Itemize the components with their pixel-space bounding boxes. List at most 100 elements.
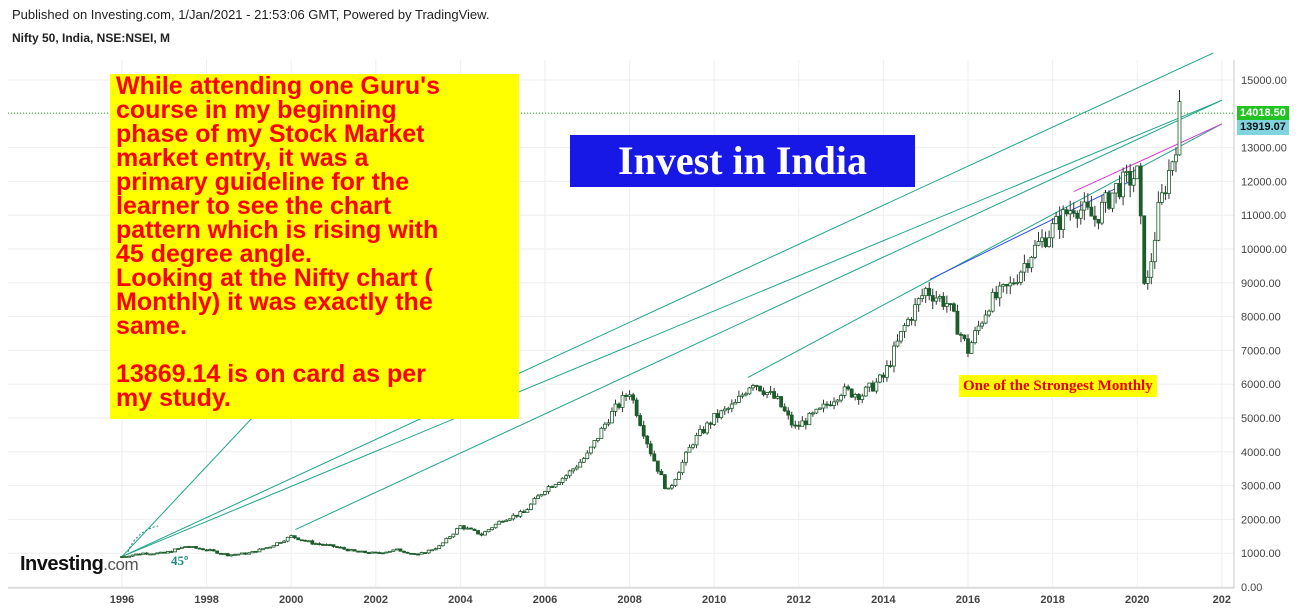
candle-body xyxy=(772,391,777,399)
candle-body xyxy=(285,536,290,542)
y-tick-label: 4000.00 xyxy=(1241,447,1281,459)
candle-body xyxy=(335,546,339,548)
last-price-tag: 14018.50 xyxy=(1237,106,1289,122)
candle-body xyxy=(338,546,343,549)
candle-body xyxy=(250,550,255,554)
candle-body xyxy=(952,303,956,312)
logo-main: Investing xyxy=(20,553,104,575)
candle-body xyxy=(120,556,124,558)
candle-body xyxy=(243,552,248,555)
candle-body xyxy=(1135,165,1140,180)
candle-body xyxy=(740,394,745,397)
trendline xyxy=(1073,123,1223,192)
candle-body xyxy=(870,382,875,392)
trendlines xyxy=(8,52,1234,558)
candle-body xyxy=(1033,244,1037,258)
candle-body xyxy=(1015,281,1020,284)
candle-body xyxy=(486,529,491,533)
candle-body xyxy=(433,548,438,551)
candle-body xyxy=(684,451,688,463)
candle-body xyxy=(299,539,304,542)
candle-body xyxy=(268,546,272,549)
candle-body xyxy=(444,537,449,544)
trendline xyxy=(121,52,1214,558)
candle-body xyxy=(966,338,970,354)
candle-body xyxy=(211,549,216,552)
candle-body xyxy=(835,399,840,403)
candle-body xyxy=(1174,154,1178,163)
candle-body xyxy=(1089,206,1094,217)
candle-body xyxy=(349,549,354,552)
angle-arc xyxy=(127,525,159,553)
candle-body xyxy=(236,553,241,556)
candle-body xyxy=(842,386,847,396)
candle-body xyxy=(1022,262,1027,273)
candle-body xyxy=(130,554,135,557)
x-tick-label: 2014 xyxy=(871,594,896,606)
candle-body xyxy=(363,550,368,553)
candle-body xyxy=(987,310,992,316)
candle-body xyxy=(194,546,198,549)
candle-body xyxy=(282,540,287,543)
candle-body xyxy=(839,395,843,401)
investing-logo: Investing.com xyxy=(20,553,139,576)
candle-body xyxy=(557,482,561,485)
y-tick-label: 10000.00 xyxy=(1241,244,1287,256)
candle-body xyxy=(959,333,963,336)
candle-body xyxy=(691,444,695,448)
candle-body xyxy=(768,391,773,393)
candle-body xyxy=(595,438,600,441)
candle-body xyxy=(201,548,205,551)
candle-body xyxy=(370,551,375,554)
candle-body xyxy=(458,525,463,530)
candle-body xyxy=(1103,192,1108,203)
x-tick-label: 2020 xyxy=(1125,594,1149,606)
candle-body xyxy=(430,549,435,552)
candle-body xyxy=(1061,209,1066,230)
candle-body xyxy=(892,345,896,367)
candle-body xyxy=(190,546,195,548)
candle-body xyxy=(1177,101,1182,156)
candle-body xyxy=(571,468,576,472)
y-tick-label: 0.00 xyxy=(1241,582,1262,594)
candle-body xyxy=(751,385,755,389)
candle-body xyxy=(793,424,798,427)
candle-body xyxy=(232,554,237,556)
x-tick-label: 2008 xyxy=(617,594,641,606)
candle-body xyxy=(1068,210,1073,215)
candle-body xyxy=(137,553,142,556)
candle-body xyxy=(440,542,445,547)
candle-body xyxy=(705,422,710,434)
candle-body xyxy=(423,552,428,554)
candle-body xyxy=(948,303,953,305)
candle-body xyxy=(476,530,480,535)
candle-body xyxy=(634,399,639,416)
candle-body xyxy=(398,548,403,552)
candle-body xyxy=(1096,219,1101,224)
candle-body xyxy=(796,424,801,427)
candle-body xyxy=(1159,192,1164,203)
x-tick-label: 1998 xyxy=(194,594,218,606)
candle-body xyxy=(180,546,184,549)
x-tick-label: 2012 xyxy=(787,594,811,606)
candle-body xyxy=(176,548,181,550)
y-tick-label: 3000.00 xyxy=(1241,481,1281,493)
candle-body xyxy=(758,385,762,392)
candle-body xyxy=(454,528,459,535)
candle-body xyxy=(789,414,794,426)
candle-body xyxy=(222,553,227,555)
candle-body xyxy=(518,511,523,517)
candle-body xyxy=(990,291,995,312)
candle-body xyxy=(627,394,632,397)
candle-body xyxy=(409,552,413,555)
candle-body xyxy=(726,407,731,410)
candle-body xyxy=(257,548,262,553)
x-tick-label: 2002 xyxy=(364,594,388,606)
candle-body xyxy=(1110,192,1115,209)
candle-body xyxy=(1001,284,1006,287)
candle-body xyxy=(588,446,593,454)
x-tick-label: 1996 xyxy=(110,594,134,606)
candle-body xyxy=(1047,237,1051,247)
candle-body xyxy=(215,550,220,554)
candle-body xyxy=(719,410,724,419)
